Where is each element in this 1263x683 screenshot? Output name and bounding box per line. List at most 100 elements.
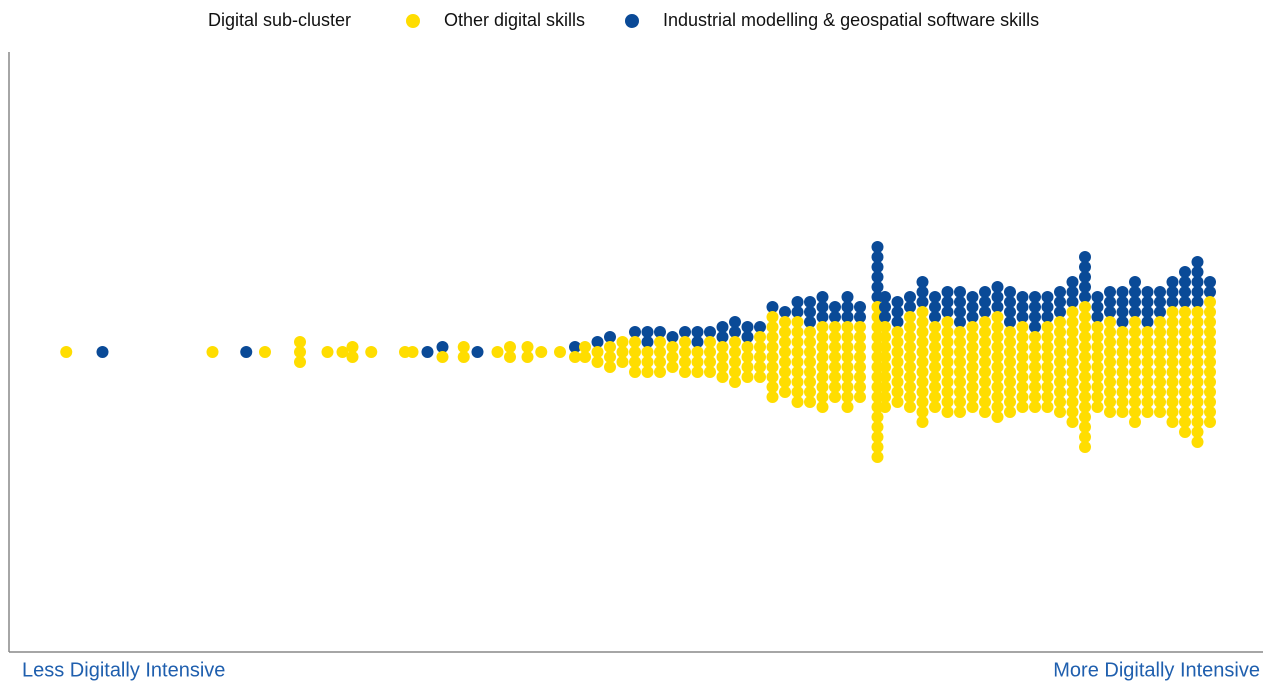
dot xyxy=(96,346,109,358)
dot xyxy=(1054,386,1066,398)
dot xyxy=(1129,416,1141,428)
dot xyxy=(1104,326,1116,338)
dot xyxy=(1066,286,1079,298)
dot xyxy=(1004,296,1016,308)
dot xyxy=(854,361,866,373)
dot xyxy=(954,326,966,338)
dot xyxy=(941,386,954,398)
dot xyxy=(991,401,1004,413)
dot xyxy=(991,361,1004,373)
dot xyxy=(1191,386,1204,398)
dot xyxy=(841,341,854,353)
dot xyxy=(1066,326,1079,338)
dot xyxy=(406,346,419,358)
dot xyxy=(754,371,766,383)
dot xyxy=(916,276,929,288)
dot xyxy=(871,261,884,273)
dot xyxy=(521,341,534,353)
dot xyxy=(871,421,884,433)
dot xyxy=(1191,396,1204,408)
dot xyxy=(779,316,791,328)
dot xyxy=(916,366,929,378)
dot xyxy=(1116,286,1129,298)
dot xyxy=(294,346,306,358)
dot xyxy=(641,366,654,378)
dot xyxy=(1154,396,1166,408)
dot xyxy=(979,296,991,308)
dot xyxy=(679,366,691,378)
dot xyxy=(979,316,991,328)
dot xyxy=(691,326,704,338)
dot xyxy=(916,386,929,398)
dot xyxy=(904,321,916,333)
dot xyxy=(1066,396,1079,408)
dot xyxy=(1129,306,1141,318)
dot xyxy=(841,331,854,343)
dot xyxy=(879,391,891,403)
dot xyxy=(716,361,729,373)
dot xyxy=(1191,286,1204,298)
dot xyxy=(1104,286,1116,298)
dot xyxy=(829,371,841,383)
dot xyxy=(816,321,829,333)
dot xyxy=(1066,406,1079,418)
dot xyxy=(966,301,979,313)
dot xyxy=(1116,316,1129,328)
dot xyxy=(916,336,929,348)
dot xyxy=(1066,336,1079,348)
dot xyxy=(729,326,741,338)
dot xyxy=(1191,376,1204,388)
dot xyxy=(1079,291,1091,303)
dot xyxy=(1116,346,1129,358)
dot xyxy=(879,351,891,363)
dot xyxy=(941,406,954,418)
dot xyxy=(766,351,779,363)
dot xyxy=(1179,416,1191,428)
dot xyxy=(629,356,641,368)
dot xyxy=(1204,306,1216,318)
dot xyxy=(1016,321,1029,333)
dot xyxy=(1141,356,1154,368)
legend-label: Other digital skills xyxy=(444,10,585,30)
dot xyxy=(1166,296,1179,308)
dot xyxy=(791,356,804,368)
dot xyxy=(791,396,804,408)
dot xyxy=(1141,286,1154,298)
dot xyxy=(1016,331,1029,343)
dot xyxy=(704,346,716,358)
dot xyxy=(294,356,306,368)
dot xyxy=(1141,386,1154,398)
dot xyxy=(1166,396,1179,408)
dot xyxy=(1004,356,1016,368)
dot xyxy=(816,331,829,343)
dot xyxy=(1004,306,1016,318)
dot xyxy=(991,341,1004,353)
dot xyxy=(954,366,966,378)
dot xyxy=(966,401,979,413)
dot xyxy=(1179,406,1191,418)
dot xyxy=(1104,346,1116,358)
dot xyxy=(979,366,991,378)
dot xyxy=(1179,266,1191,278)
dot xyxy=(1204,376,1216,388)
dot xyxy=(816,401,829,413)
dot xyxy=(569,341,581,353)
dot xyxy=(1054,306,1066,318)
dot xyxy=(991,331,1004,343)
dot xyxy=(1066,376,1079,388)
dot xyxy=(1054,376,1066,388)
dot xyxy=(816,351,829,363)
dot xyxy=(1141,326,1154,338)
dot xyxy=(991,351,1004,363)
dot xyxy=(954,386,966,398)
dot xyxy=(904,351,916,363)
dot xyxy=(654,356,666,368)
dot xyxy=(1041,291,1054,303)
dot xyxy=(1191,366,1204,378)
dot xyxy=(1054,336,1066,348)
dot xyxy=(904,401,916,413)
dot xyxy=(929,311,941,323)
dot xyxy=(1204,296,1216,308)
dot xyxy=(829,381,841,393)
dot xyxy=(941,396,954,408)
